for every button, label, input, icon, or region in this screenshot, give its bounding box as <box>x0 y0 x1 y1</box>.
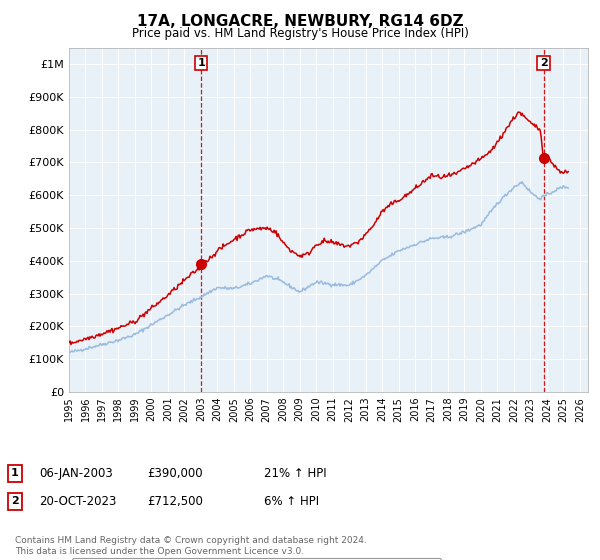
Text: £390,000: £390,000 <box>147 466 203 480</box>
Text: 1: 1 <box>11 468 19 478</box>
Text: £712,500: £712,500 <box>147 494 203 508</box>
Text: 17A, LONGACRE, NEWBURY, RG14 6DZ: 17A, LONGACRE, NEWBURY, RG14 6DZ <box>137 14 463 29</box>
Text: 21% ↑ HPI: 21% ↑ HPI <box>264 466 326 480</box>
Text: Contains HM Land Registry data © Crown copyright and database right 2024.
This d: Contains HM Land Registry data © Crown c… <box>15 536 367 556</box>
Text: 06-JAN-2003: 06-JAN-2003 <box>39 466 113 480</box>
Text: 2: 2 <box>539 58 547 68</box>
Text: Price paid vs. HM Land Registry's House Price Index (HPI): Price paid vs. HM Land Registry's House … <box>131 27 469 40</box>
Text: 2: 2 <box>11 496 19 506</box>
Legend: 17A, LONGACRE, NEWBURY, RG14 6DZ (detached house), HPI: Average price, detached : 17A, LONGACRE, NEWBURY, RG14 6DZ (detach… <box>72 558 441 560</box>
Text: 6% ↑ HPI: 6% ↑ HPI <box>264 494 319 508</box>
Text: 1: 1 <box>197 58 205 68</box>
Text: 20-OCT-2023: 20-OCT-2023 <box>39 494 116 508</box>
